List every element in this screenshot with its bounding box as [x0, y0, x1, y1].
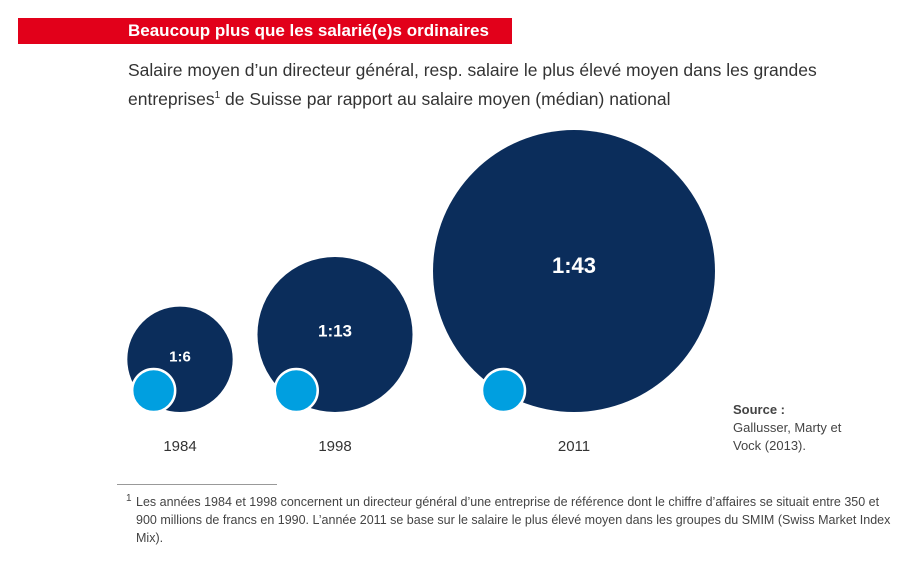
ratio-label: 1:13 — [318, 321, 352, 340]
subtitle-text-rest: de Suisse par rapport au salaire moyen (… — [220, 88, 671, 109]
chart-subtitle: Salaire moyen d’un directeur général, re… — [128, 58, 868, 112]
reference-bubble-2011 — [480, 367, 527, 414]
chart-title: Beaucoup plus que les salarié(e)s ordina… — [128, 21, 489, 40]
title-banner: Beaucoup plus que les salarié(e)s ordina… — [18, 18, 512, 44]
source-text: Gallusser, Marty et Vock (2013). — [733, 420, 842, 453]
ratio-label: 1:6 — [169, 348, 191, 365]
footnote-ref: 1 — [214, 90, 221, 101]
reference-bubble-1984 — [130, 367, 177, 414]
year-label: 1998 — [318, 438, 351, 455]
source-title: Source : — [733, 402, 786, 417]
ratio-label: 1:43 — [552, 253, 596, 278]
footnote-text: Les années 1984 et 1998 concernent un di… — [136, 495, 891, 545]
bubble-2011 — [433, 130, 715, 412]
footnote-divider — [117, 484, 277, 485]
footnote-marker: 1 — [126, 493, 132, 504]
reference-bubble-1998 — [273, 367, 319, 414]
source-note: Source : Gallusser, Marty et Vock (2013). — [733, 401, 873, 455]
year-label: 1984 — [163, 438, 196, 455]
subtitle-text: Salaire moyen d’un directeur général, re… — [128, 60, 817, 109]
footnote: 1 Les années 1984 et 1998 concernent un d… — [126, 493, 896, 547]
year-label: 2011 — [558, 438, 590, 455]
